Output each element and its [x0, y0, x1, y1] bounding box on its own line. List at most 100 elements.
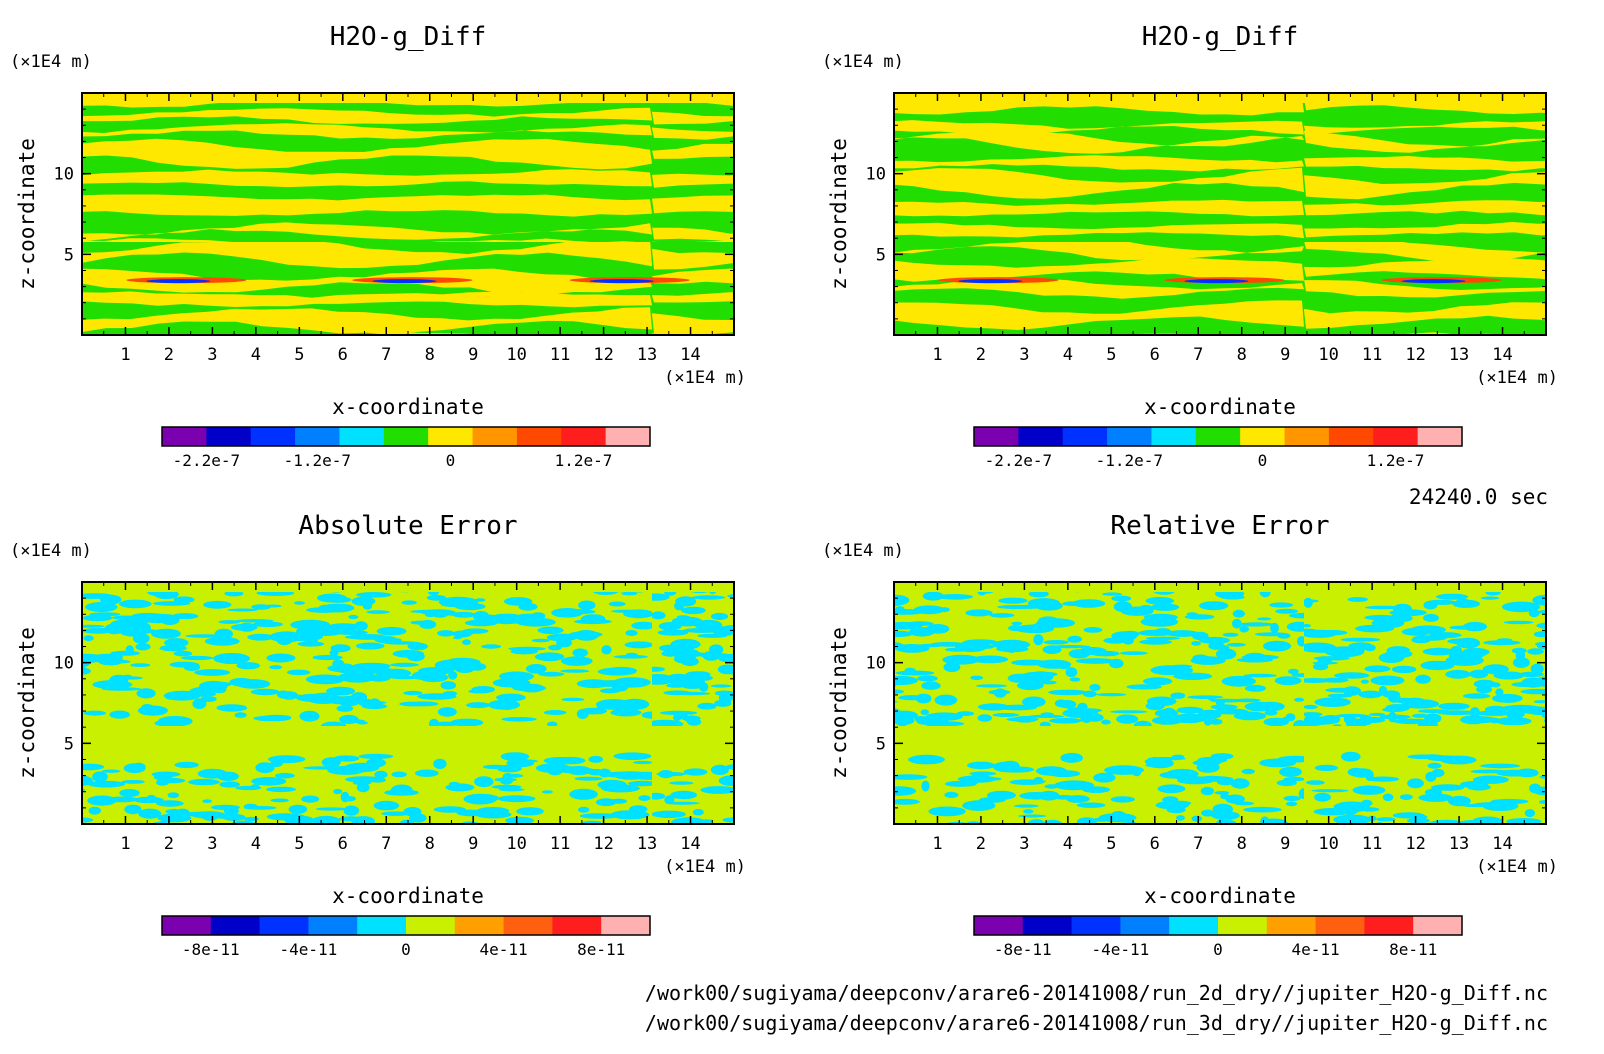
colorbar-swatch [1328, 427, 1374, 446]
colorbar-swatch [1373, 427, 1419, 446]
anomaly-core [146, 279, 211, 284]
x-tick-label: 14 [1492, 834, 1512, 854]
y-axis-label: z-coordinate [827, 627, 851, 779]
x-tick-label: 2 [164, 345, 174, 365]
chart-title: H2O-g_Diff [330, 22, 487, 52]
colorbar-swatch [1413, 916, 1463, 935]
x-tick-label: 11 [550, 834, 570, 854]
chart-title: Relative Error [1110, 511, 1329, 541]
colorbar: -2.2e-7 -1.2e-7 0 1.2e-7 [973, 426, 1463, 470]
x-tick-label: 5 [294, 345, 304, 365]
colorbar-swatch [974, 916, 1024, 935]
y-tick-label: 5 [64, 245, 74, 265]
colorbar-tick-label: -2.2e-7 [985, 451, 1052, 470]
y-tick-label: 10 [54, 654, 74, 674]
x-axis-label: x-coordinate [1144, 395, 1296, 419]
x-tick-label: 11 [1362, 834, 1382, 854]
y-tick-label: 10 [866, 654, 886, 674]
x-axis-label: x-coordinate [332, 395, 484, 419]
colorbar-swatch [1151, 427, 1197, 446]
colorbar: -8e-11 -4e-11 0 4e-11 8e-11 [973, 915, 1463, 959]
colorbar-tick-label: 0 [1213, 940, 1223, 959]
x-tick-label: 12 [1405, 834, 1425, 854]
colorbar-swatch [295, 427, 340, 446]
y-tick-label: 10 [54, 165, 74, 185]
colorbar-swatch [1018, 427, 1064, 446]
colorbar-swatch [1417, 427, 1463, 446]
x-tick-label: 7 [1193, 345, 1203, 365]
x-tick-label: 4 [251, 345, 261, 365]
colorbar-tick-label: 1.2e-7 [555, 451, 613, 470]
colorbar-swatch [308, 916, 358, 935]
colorbar-swatch [1240, 427, 1286, 446]
colorbar-frame [161, 915, 651, 936]
chart-panel-4: Relative Error(×1E4 m)1 2 3 4 5 6 7 8 9 10 11 12 13 1… [822, 511, 1558, 959]
x-tick-label: 1 [120, 345, 130, 365]
x-unit-label: (×1E4 m) [664, 368, 746, 388]
colorbar-tick-label: 0 [1258, 451, 1268, 470]
y-unit-label: (×1E4 m) [822, 541, 904, 561]
y-unit-label: (×1E4 m) [822, 52, 904, 72]
heatmap-field [894, 93, 1546, 335]
chart-panel-2: H2O-g_Diff(×1E4 m)1 2 3 4 5 6 7 8 9 10 11 12 13 14510… [822, 22, 1558, 470]
time-label: 24240.0 sec [1409, 485, 1548, 509]
x-tick-label: 14 [1492, 345, 1512, 365]
colorbar-swatch [383, 427, 429, 446]
colorbar-swatch [339, 427, 385, 446]
colorbar-tick-label: -1.2e-7 [1096, 451, 1163, 470]
file-path-2: /work00/sugiyama/deepconv/arare6-2014100… [645, 1011, 1548, 1035]
x-tick-label: 11 [1362, 345, 1382, 365]
colorbar-swatch [1169, 916, 1219, 935]
heatmap-top-strip [894, 582, 1546, 592]
x-axis-label: x-coordinate [1144, 884, 1296, 908]
x-unit-label: (×1E4 m) [664, 857, 746, 877]
x-tick-label: 5 [1106, 834, 1116, 854]
colorbar-swatch [601, 916, 651, 935]
colorbar-tick-label: -2.2e-7 [173, 451, 240, 470]
x-tick-label: 8 [425, 345, 435, 365]
colorbar-tick-label: 1.2e-7 [1367, 451, 1425, 470]
x-tick-label: 4 [1063, 834, 1073, 854]
colorbar-tick-label: 0 [446, 451, 456, 470]
colorbar-tick-label: -4e-11 [1092, 940, 1150, 959]
heatmap-field [82, 93, 734, 335]
colorbar-swatch [250, 427, 296, 446]
file-path-1: /work00/sugiyama/deepconv/arare6-2014100… [645, 981, 1548, 1005]
y-tick-label: 5 [64, 734, 74, 754]
x-tick-label: 10 [1318, 834, 1338, 854]
colorbar-swatch [561, 427, 607, 446]
colorbar-swatch [605, 427, 651, 446]
anomaly-core [1184, 279, 1249, 284]
colorbar-tick-label: -8e-11 [182, 940, 240, 959]
heatmap-field [82, 582, 734, 824]
x-tick-label: 4 [251, 834, 261, 854]
x-tick-label: 10 [506, 345, 526, 365]
y-unit-label: (×1E4 m) [10, 52, 92, 72]
x-tick-label: 9 [468, 834, 478, 854]
x-tick-label: 6 [338, 834, 348, 854]
colorbar-frame [973, 426, 1463, 447]
y-axis-label: z-coordinate [827, 138, 851, 290]
x-tick-label: 9 [468, 345, 478, 365]
x-tick-label: 7 [381, 834, 391, 854]
colorbar-tick-label: 8e-11 [577, 940, 625, 959]
colorbar-swatch [454, 916, 505, 935]
colorbar-swatch [206, 427, 252, 446]
x-tick-label: 12 [593, 834, 613, 854]
x-tick-label: 7 [1193, 834, 1203, 854]
anomaly-core [589, 279, 654, 284]
colorbar-swatch [259, 916, 309, 935]
x-tick-label: 2 [976, 345, 986, 365]
colorbar-swatch [1107, 427, 1152, 446]
x-tick-label: 6 [1150, 834, 1160, 854]
colorbar: -8e-11 -4e-11 0 4e-11 8e-11 [161, 915, 651, 959]
x-tick-label: 9 [1280, 834, 1290, 854]
x-tick-label: 3 [1019, 834, 1029, 854]
x-unit-label: (×1E4 m) [1476, 857, 1558, 877]
y-tick-label: 5 [876, 734, 886, 754]
x-tick-label: 2 [976, 834, 986, 854]
colorbar-swatch [162, 427, 207, 446]
x-tick-label: 2 [164, 834, 174, 854]
chart-title: H2O-g_Diff [1142, 22, 1299, 52]
